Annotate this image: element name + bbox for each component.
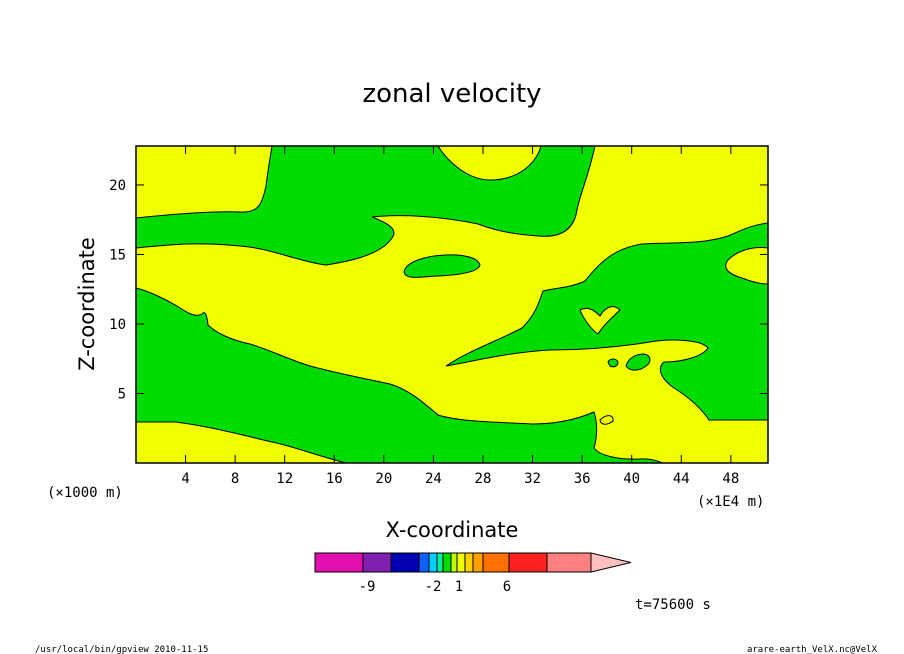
colorbar-segment (428, 552, 438, 573)
contour-hole-bottom (599, 415, 614, 425)
colorbar-segment (464, 552, 474, 573)
chart-title: zonal velocity (362, 79, 541, 109)
x-tick-label: 16 (326, 471, 343, 487)
colorbar-label: -2 (425, 579, 442, 595)
colorbar-segment (456, 552, 466, 573)
colorbar-segment (442, 552, 452, 573)
contour-island-small-b (607, 358, 619, 368)
plot-frame (135, 145, 769, 464)
contour-island-small-a (625, 353, 651, 371)
colorbar-segment (418, 552, 430, 573)
colorbar-segment (314, 552, 364, 573)
x-tick-label: 36 (574, 471, 591, 487)
y-axis-label: Z-coordinate (75, 237, 99, 371)
contour-island-center (403, 254, 481, 278)
y-tick-label: 20 (109, 178, 126, 194)
colorbar-segment (482, 552, 510, 573)
x-tick-label: 40 (623, 471, 640, 487)
time-label: t=75600 s (635, 597, 711, 613)
y-axis: 5 10 15 20 (109, 178, 768, 402)
x-axis-label: X-coordinate (386, 518, 519, 542)
footer-left: /usr/local/bin/gpview 2010-11-15 (35, 645, 208, 654)
footer-right: arare-earth_VelX.nc@VelX (747, 645, 878, 654)
colorbar-label: 1 (455, 579, 463, 595)
x-tick-label: 8 (231, 471, 239, 487)
colorbar-label: -9 (359, 579, 376, 595)
x-tick-label: 32 (524, 471, 541, 487)
colorbar-segment (508, 552, 548, 573)
colorbar-segment (390, 552, 420, 573)
colorbar-label: 6 (503, 579, 511, 595)
colorbar-segment (450, 552, 458, 573)
contour-region-top-left (135, 145, 596, 266)
colorbar-segment (546, 552, 592, 573)
colorbar: -9 -2 1 6 (314, 552, 632, 595)
contour-hole-right-top (725, 247, 769, 285)
x-tick-label: 28 (475, 471, 492, 487)
x-tick-label: 44 (673, 471, 690, 487)
contour-hole-mid (579, 306, 621, 335)
x-tick-label: 4 (181, 471, 189, 487)
plot-area (135, 145, 769, 464)
y-tick-label: 5 (118, 386, 126, 402)
x-tick-label: 12 (276, 471, 293, 487)
colorbar-segment (362, 552, 392, 573)
x-unit-right: (×1E4 m) (697, 494, 764, 510)
colorbar-segment (436, 552, 444, 573)
x-unit-left: (×1000 m) (47, 485, 123, 501)
colorbar-segment (472, 552, 484, 573)
x-axis: 4 8 12 16 20 24 28 32 36 40 44 48 (181, 146, 739, 487)
colorbar-arrow (590, 552, 632, 573)
y-tick-label: 10 (109, 317, 126, 333)
x-tick-label: 48 (722, 471, 739, 487)
y-tick-label: 15 (109, 247, 126, 263)
x-tick-label: 20 (375, 471, 392, 487)
x-tick-label: 24 (425, 471, 442, 487)
